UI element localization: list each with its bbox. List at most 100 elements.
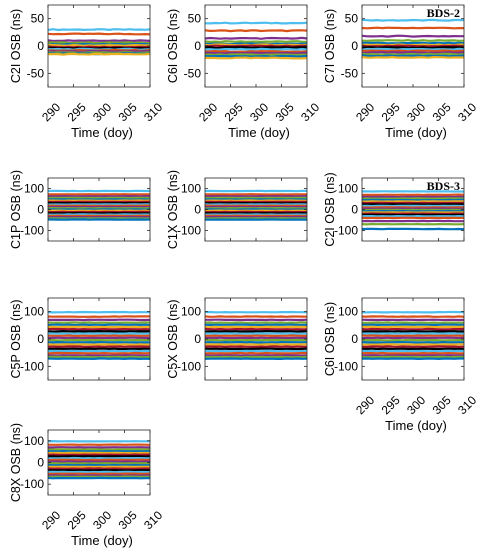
- y-tick-label: -50: [27, 66, 45, 80]
- x-tick-label: 300: [404, 100, 428, 124]
- x-axis-label: Time (doy): [228, 125, 290, 140]
- y-axis-label: C2I OSB (ns): [9, 9, 23, 83]
- y-axis-label: C1X OSB (ns): [166, 170, 180, 249]
- x-tick-label: 290: [39, 100, 63, 124]
- y-axis-label: C6I OSB (ns): [323, 302, 337, 376]
- x-tick-label: 305: [273, 100, 297, 124]
- series-line: [204, 355, 308, 359]
- y-tick-label: 100: [181, 182, 201, 196]
- panel: 50 0 -50 290 295 300 305 310 Time (doy) C7I OSB (…: [323, 4, 479, 140]
- y-tick-label: -100: [334, 359, 358, 373]
- legend-label: BDS-2: [427, 6, 460, 20]
- series-line: [361, 38, 465, 43]
- y-tick-label: 0: [194, 332, 201, 346]
- series-line: [361, 26, 464, 30]
- y-tick-label: 50: [188, 12, 202, 26]
- panel: 50 0 -50 290 295 300 305 310 Time (doy) C2I OSB (…: [9, 4, 165, 140]
- y-axis-label: C8X OSB (ns): [9, 423, 23, 502]
- y-tick-label: -50: [184, 66, 202, 80]
- series-line: [361, 44, 465, 48]
- y-axis-label: C7I OSB (ns): [323, 9, 337, 83]
- series-line: [47, 330, 151, 333]
- x-tick-label: 300: [247, 100, 271, 124]
- x-tick-label: 310: [141, 100, 165, 124]
- series-line: [47, 32, 151, 36]
- y-tick-label: -100: [334, 224, 358, 238]
- x-tick-label: 295: [379, 393, 403, 417]
- series-line: [47, 28, 151, 32]
- y-tick-label: -100: [177, 359, 201, 373]
- y-tick-label: 0: [194, 39, 201, 53]
- y-tick-label: 100: [338, 305, 358, 319]
- x-tick-label: 310: [141, 508, 165, 532]
- y-tick-label: 100: [24, 434, 44, 448]
- series-line: [204, 327, 307, 331]
- y-axis-label: C6I OSB (ns): [166, 9, 180, 83]
- y-tick-label: 100: [24, 182, 44, 196]
- x-tick-label: 310: [455, 100, 479, 124]
- series-line: [204, 46, 308, 50]
- y-tick-label: 100: [24, 305, 44, 319]
- y-tick-label: 0: [37, 456, 44, 470]
- series-line: [47, 52, 151, 56]
- series-line: [362, 41, 465, 45]
- y-tick-label: 0: [351, 203, 358, 217]
- series-line: [361, 46, 465, 50]
- x-tick-label: 290: [39, 508, 63, 532]
- y-tick-label: 50: [345, 12, 359, 26]
- series-line: [361, 50, 465, 55]
- series-line: [204, 47, 308, 51]
- x-tick-label: 290: [353, 393, 377, 417]
- series-line: [205, 54, 308, 58]
- x-tick-label: 300: [404, 393, 428, 417]
- series-line: [361, 52, 465, 56]
- y-tick-label: 0: [351, 39, 358, 53]
- y-tick-label: -100: [177, 224, 201, 238]
- x-axis-label: Time (doy): [385, 418, 447, 433]
- series-line: [361, 34, 464, 38]
- y-tick-label: 0: [351, 332, 358, 346]
- y-axis-label: C1P OSB (ns): [9, 170, 23, 249]
- y-tick-label: -100: [20, 477, 44, 491]
- series-line: [361, 54, 465, 58]
- series-line: [204, 36, 308, 40]
- series-line: [204, 44, 308, 48]
- panel: 100 0 -100 290 295 300 305 310 Time (doy) C8X OSB…: [9, 423, 165, 548]
- y-tick-label: 0: [37, 39, 44, 53]
- y-tick-label: -50: [341, 66, 359, 80]
- x-tick-label: 295: [65, 100, 89, 124]
- series-line: [204, 347, 308, 351]
- x-axis-label: Time (doy): [71, 125, 133, 140]
- x-tick-label: 305: [430, 393, 454, 417]
- y-tick-label: -100: [20, 359, 44, 373]
- x-tick-label: 295: [65, 508, 89, 532]
- x-tick-label: 310: [455, 393, 479, 417]
- x-tick-label: 290: [196, 100, 220, 124]
- y-tick-label: 100: [338, 182, 358, 196]
- series-line: [204, 330, 308, 333]
- y-axis-label: C2I OSB (ns): [323, 172, 337, 246]
- x-tick-label: 305: [430, 100, 454, 124]
- y-tick-label: 50: [31, 12, 45, 26]
- series-line: [361, 47, 465, 51]
- x-tick-label: 305: [116, 508, 140, 532]
- x-tick-label: 295: [379, 100, 403, 124]
- series-line: [361, 18, 465, 22]
- x-tick-label: 310: [298, 100, 322, 124]
- series-line: [204, 40, 308, 44]
- series-line: [204, 56, 308, 60]
- x-tick-label: 290: [353, 100, 377, 124]
- panel: 100 0 -100 290 295 300 305 310 Time (doy) C6I OSB…: [323, 297, 479, 433]
- y-tick-label: 0: [37, 332, 44, 346]
- y-tick-label: 100: [181, 305, 201, 319]
- x-axis-label: Time (doy): [71, 533, 133, 548]
- series-line: [48, 43, 151, 48]
- y-tick-label: 0: [194, 203, 201, 217]
- x-tick-label: 300: [90, 508, 114, 532]
